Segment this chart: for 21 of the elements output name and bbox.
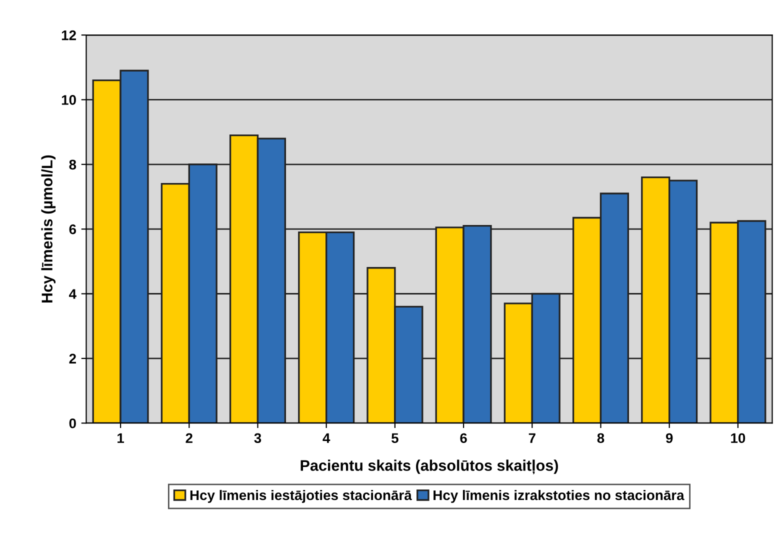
- legend-label: Hcy līmenis izrakstoties no stacionāra: [434, 490, 684, 503]
- x-tick-label: 9: [666, 433, 673, 444]
- x-tick-label: 1: [118, 433, 124, 443]
- legend-label: Hcy līmenis iestājoties stacionārā: [190, 490, 412, 503]
- x-tick-label: 7: [528, 433, 536, 443]
- x-tick-label: 5: [392, 433, 398, 444]
- x-tick-label: 6: [460, 433, 467, 444]
- y-tick-label: 10: [62, 95, 76, 105]
- y-axis-title: Hcy līmenis (µmol/L): [41, 155, 56, 302]
- x-axis-title: Pacientu skaits (absolūtos skaitļos): [300, 460, 558, 474]
- x-tick-label: 2: [186, 433, 192, 443]
- x-tick-label: 10: [731, 433, 746, 444]
- y-tick-label: 2: [69, 354, 76, 364]
- y-tick-label: 4: [69, 289, 76, 299]
- x-tick-label: 8: [597, 433, 604, 444]
- x-tick-label: 3: [254, 433, 262, 444]
- y-tick-label: 12: [62, 30, 76, 40]
- y-tick-label: 0: [69, 418, 76, 428]
- y-tick-label: 6: [69, 224, 76, 234]
- x-tick-label: 4: [322, 433, 330, 443]
- y-tick-label: 8: [69, 160, 76, 170]
